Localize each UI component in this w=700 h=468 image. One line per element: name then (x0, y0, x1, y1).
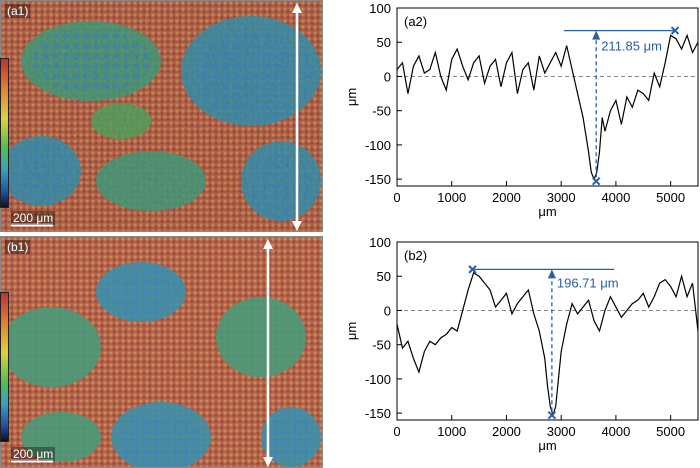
scalebar-label-a1: 200 μm (11, 211, 56, 225)
y-tick-label-a2: -150 (365, 172, 391, 187)
x-tick-label-b2: 4000 (601, 424, 630, 439)
x-tick-label-a2: 1000 (437, 190, 466, 205)
x-axis-label-b2: μm (538, 438, 556, 453)
y-axis-label-a2: μm (344, 88, 359, 106)
profile-line-a2 (396, 33, 699, 181)
peak-marker-a2 (670, 26, 680, 35)
topography-texture-b1 (1, 237, 322, 467)
y-tick-label-a2: 50 (377, 35, 391, 50)
height-arrowhead-b2 (547, 269, 556, 279)
y-tick-label-b2: 100 (369, 235, 391, 250)
y-tick-label-b2: -50 (372, 338, 391, 353)
y-tick-label-b2: -150 (365, 406, 391, 421)
panel-label-a2: (a2) (404, 14, 427, 29)
scalebar-label-b1: 200 μm (11, 447, 56, 461)
topography-image-a1: (a1) 200 μm (0, 0, 323, 232)
x-tick-label-a2: 0 (393, 190, 400, 205)
x-tick-label-b2: 0 (393, 424, 400, 439)
y-tick-label-b2: -100 (365, 372, 391, 387)
x-tick-label-a2: 4000 (601, 190, 630, 205)
y-tick-label-a2: -50 (372, 104, 391, 119)
height-annotation-a2: 211.85 μm (601, 39, 662, 54)
topography-image-b1: (b1) 200 μm (0, 236, 323, 468)
profile-chart-a2: 100 50 0 -50 -100 -150 0 1000 2000 3000 4000 5000 μm… (330, 0, 700, 234)
y-tick-label-a2: 0 (384, 69, 391, 84)
panel-label-b2: (b2) (404, 248, 427, 263)
y-axis-label-b2: μm (344, 322, 359, 340)
valley-marker-b2 (547, 411, 557, 420)
profile-line-b2 (396, 271, 699, 418)
x-tick-label-b2: 3000 (547, 424, 576, 439)
height-arrowhead-a2 (592, 30, 601, 40)
x-tick-label-a2: 5000 (656, 190, 685, 205)
y-tick-label-b2: 50 (377, 269, 391, 284)
panel-label-a1: (a1) (5, 4, 31, 18)
height-annotation-b2: 196.71 μm (557, 275, 619, 290)
plot-frame-a2 (396, 7, 699, 187)
panel-label-b1: (b1) (5, 240, 31, 254)
colorbar-b1 (0, 292, 9, 442)
y-tick-label-b2: 0 (384, 303, 391, 318)
colorbar-a1 (0, 58, 9, 208)
peak-marker-b2 (468, 265, 477, 274)
x-tick-label-a2: 3000 (547, 190, 576, 205)
x-axis-label-a2: μm (538, 204, 556, 219)
profile-chart-b2: 100 50 0 -50 -100 -150 0 1000 2000 3000 4000 5000 μm… (330, 234, 700, 468)
topography-texture-a1 (1, 1, 322, 231)
x-tick-label-b2: 5000 (656, 424, 685, 439)
valley-marker-a2 (591, 177, 601, 186)
y-tick-label-a2: 100 (369, 1, 391, 16)
x-tick-label-b2: 2000 (492, 424, 521, 439)
x-tick-label-b2: 1000 (437, 424, 466, 439)
x-tick-label-a2: 2000 (492, 190, 521, 205)
y-tick-label-a2: -100 (365, 138, 391, 153)
plot-frame-b2 (396, 241, 699, 421)
